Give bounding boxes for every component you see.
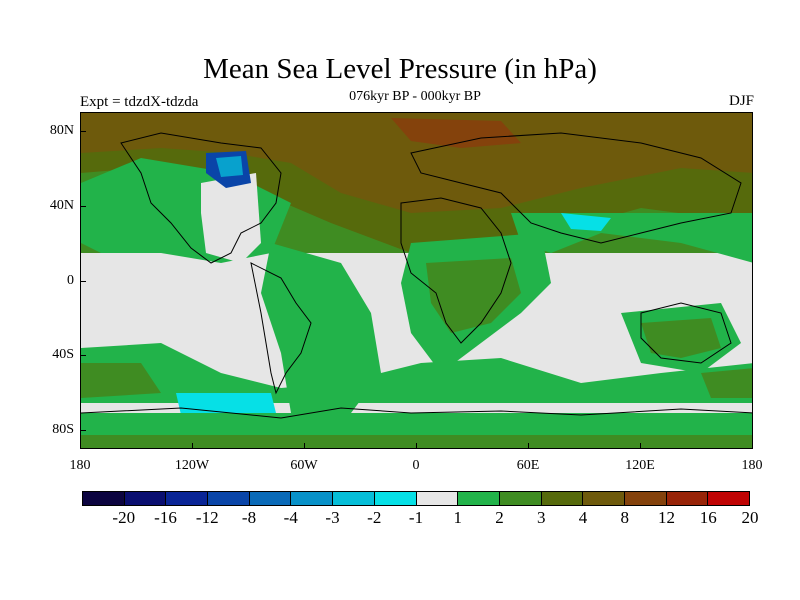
colorbar-label: -20 bbox=[112, 508, 136, 527]
colorbar-label: -8 bbox=[241, 508, 257, 527]
lon-label-180w: 180 bbox=[69, 458, 91, 473]
field-south-olive-east bbox=[701, 368, 752, 398]
map-plot-area bbox=[80, 112, 753, 449]
colorbar-label: 16 bbox=[699, 508, 717, 527]
season-label: DJF bbox=[728, 93, 754, 109]
field-africa-olive bbox=[426, 258, 521, 333]
colorbar bbox=[82, 491, 750, 506]
colorbar-label: -4 bbox=[283, 508, 298, 527]
lat-label-80s: 80S bbox=[52, 422, 74, 437]
lon-tick-180e bbox=[752, 443, 753, 449]
colorbar-label: 20 bbox=[741, 508, 759, 527]
colorbar-label: -12 bbox=[195, 508, 219, 527]
map-title: Mean Sea Level Pressure (in hPa) bbox=[203, 53, 597, 85]
coast-south-america bbox=[250, 262, 312, 395]
colorbar-swatch bbox=[124, 492, 167, 505]
lon-tick-0 bbox=[416, 443, 417, 449]
lat-label-80n: 80N bbox=[49, 123, 74, 138]
lon-tick-60e bbox=[528, 443, 529, 449]
colorbar-swatch bbox=[83, 492, 125, 505]
colorbar-label: -16 bbox=[154, 508, 177, 527]
colorbar-label: 12 bbox=[658, 508, 675, 527]
colorbar-swatch bbox=[458, 492, 500, 505]
colorbar-swatch bbox=[499, 492, 542, 505]
field-australia-olive bbox=[641, 318, 721, 358]
colorbar-swatch bbox=[666, 492, 709, 505]
coast-antarctica bbox=[81, 407, 752, 419]
map-subtitle: 076kyr BP - 000kyr BP bbox=[349, 89, 481, 104]
lon-tick-60w bbox=[304, 443, 305, 449]
lat-tick-40s bbox=[80, 355, 86, 356]
lon-label-120w: 120W bbox=[174, 458, 210, 473]
coast-north-america bbox=[120, 132, 282, 264]
colorbar-swatch bbox=[416, 492, 459, 505]
field-tibet-low bbox=[561, 213, 611, 231]
pressure-field-map bbox=[81, 113, 752, 448]
coastlines bbox=[81, 132, 752, 419]
lon-tick-120w bbox=[192, 443, 193, 449]
lat-label-40s: 40S bbox=[52, 347, 74, 362]
lon-label-180e: 180 bbox=[741, 458, 763, 473]
field-antarctic-olive bbox=[81, 435, 752, 448]
colorbar-swatch bbox=[583, 492, 625, 505]
colorbar-label: -3 bbox=[325, 508, 340, 527]
field-hudson-core bbox=[216, 156, 243, 177]
coast-eurasia bbox=[410, 132, 742, 244]
colorbar-label: 2 bbox=[495, 508, 504, 527]
lon-label-0: 0 bbox=[412, 458, 420, 473]
colorbar-label: 8 bbox=[620, 508, 630, 527]
colorbar-swatch bbox=[208, 492, 250, 505]
field-north-red bbox=[391, 118, 521, 148]
colorbar-swatch bbox=[708, 492, 749, 505]
field-south-green bbox=[81, 343, 752, 403]
field-south-olive-west bbox=[81, 363, 161, 398]
colorbar-swatch bbox=[624, 492, 667, 505]
colorbar-swatch bbox=[291, 492, 334, 505]
colorbar-swatch bbox=[333, 492, 375, 505]
colorbar-swatch bbox=[541, 492, 584, 505]
lat-tick-80n bbox=[80, 131, 86, 132]
coast-africa bbox=[400, 197, 512, 344]
colorbar-swatch bbox=[374, 492, 417, 505]
colorbar-label: 4 bbox=[578, 508, 588, 527]
colorbar-label: 1 bbox=[453, 508, 463, 527]
coast-australia bbox=[640, 302, 732, 364]
lon-label-120e: 120E bbox=[625, 458, 655, 473]
lat-label-0: 0 bbox=[67, 273, 74, 288]
colorbar-label: -1 bbox=[408, 508, 424, 527]
field-south-pacific-low bbox=[176, 393, 276, 415]
colorbar-swatch bbox=[249, 492, 292, 505]
colorbar-swatch bbox=[166, 492, 209, 505]
lon-label-60w: 60W bbox=[290, 458, 318, 473]
experiment-label: Expt = tdzdX-tdzda bbox=[80, 94, 199, 110]
lat-label-40n: 40N bbox=[49, 198, 74, 213]
lat-tick-40n bbox=[80, 206, 86, 207]
lat-tick-80s bbox=[80, 430, 86, 431]
colorbar-label: 3 bbox=[537, 508, 546, 527]
colorbar-label: -2 bbox=[367, 508, 382, 527]
lon-tick-120e bbox=[640, 443, 641, 449]
lon-tick-180w bbox=[80, 443, 81, 449]
field-na-grey bbox=[201, 173, 261, 263]
lon-label-60e: 60E bbox=[516, 458, 540, 473]
lat-tick-0 bbox=[80, 281, 86, 282]
